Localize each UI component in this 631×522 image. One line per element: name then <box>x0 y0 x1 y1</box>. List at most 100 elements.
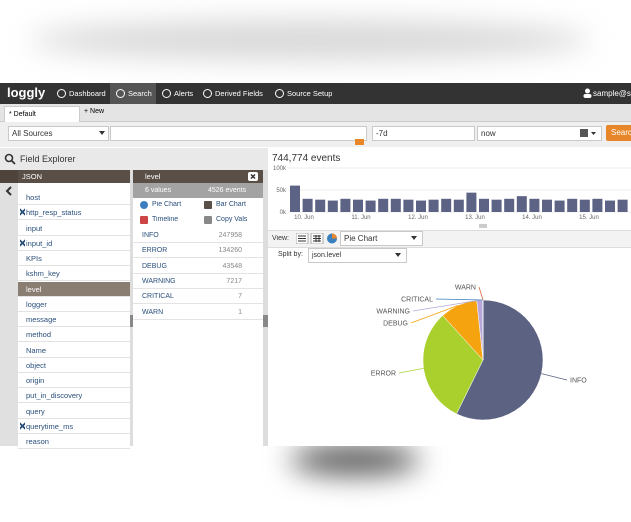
histogram-bar <box>516 196 527 212</box>
field-name[interactable]: input <box>26 223 43 233</box>
leader-line <box>435 298 484 301</box>
splitter <box>263 170 268 446</box>
value-name[interactable]: WARNING <box>142 277 176 285</box>
field-row[interactable] <box>18 373 130 388</box>
action-link[interactable]: Timeline <box>152 216 179 223</box>
collapse-strip <box>0 170 18 446</box>
histogram-bar <box>579 199 590 212</box>
field-row[interactable] <box>18 312 130 327</box>
field-row[interactable] <box>18 434 130 449</box>
user-menu[interactable]: sample@sa <box>593 89 631 98</box>
field-name[interactable]: querytime_ms <box>26 421 74 431</box>
value-name[interactable]: DEBUG <box>142 262 167 270</box>
field-name[interactable]: put_in_discovery <box>26 391 83 401</box>
remove-icon[interactable] <box>20 238 25 247</box>
close-button[interactable] <box>248 172 258 181</box>
nav-item[interactable]: Search <box>128 89 152 98</box>
field-row[interactable] <box>18 281 130 297</box>
action-link[interactable]: Pie Chart <box>152 201 182 208</box>
view-select[interactable]: Pie Chart <box>340 231 423 246</box>
leader-line <box>478 286 484 301</box>
dropdown-arrow <box>395 253 401 257</box>
search-button[interactable]: Search <box>606 125 631 141</box>
histogram-bar <box>327 200 338 212</box>
events-count: 4526 events <box>208 187 247 194</box>
source-select[interactable]: All Sources <box>8 126 109 141</box>
histogram-bar <box>416 200 426 212</box>
field-row[interactable] <box>18 357 130 373</box>
detail-summary <box>133 183 263 198</box>
value-row[interactable] <box>133 243 263 259</box>
action-link[interactable]: Copy Vals <box>216 216 248 223</box>
field-name[interactable]: reason <box>26 437 49 446</box>
field-row[interactable] <box>18 418 130 434</box>
query-icon <box>355 139 364 145</box>
field-row[interactable] <box>18 251 130 266</box>
histogram-bar <box>441 198 452 212</box>
field-row[interactable] <box>18 327 130 343</box>
nav-item[interactable]: Alerts <box>174 89 194 98</box>
value-name[interactable]: CRITICAL <box>142 293 174 301</box>
value-row[interactable] <box>133 274 263 289</box>
field-name[interactable]: KPIs <box>26 254 42 263</box>
field-row[interactable] <box>18 190 130 205</box>
field-row[interactable] <box>18 235 130 251</box>
pie-slice <box>456 299 544 421</box>
histogram-bar <box>378 198 389 212</box>
field-row[interactable] <box>18 296 130 312</box>
new-tab[interactable]: + New <box>84 108 105 115</box>
field-name[interactable]: level <box>26 284 42 294</box>
field-name[interactable]: method <box>26 330 52 340</box>
value-name[interactable]: INFO <box>142 232 159 239</box>
value-name[interactable]: ERROR <box>142 247 168 255</box>
splitter-handle <box>263 315 268 327</box>
split-select[interactable]: json.level <box>308 248 407 263</box>
tab[interactable]: * Default <box>4 106 80 122</box>
active-nav-bg <box>110 83 156 104</box>
field-name[interactable]: message <box>26 315 57 324</box>
pie-chart: INFO ERROR DEBUG WARNING CRITICAL WARN <box>371 285 587 421</box>
field-row[interactable] <box>18 220 130 236</box>
values-count: 6 values <box>145 187 172 194</box>
field-name[interactable]: input_id <box>26 238 53 248</box>
nav-item[interactable]: Dashboard <box>69 89 106 98</box>
value-row[interactable] <box>133 305 263 320</box>
field-row[interactable] <box>18 342 130 358</box>
nav-item[interactable]: Derived Fields <box>215 89 263 98</box>
view-icons[interactable] <box>296 233 338 244</box>
value-row[interactable] <box>133 289 263 305</box>
nav-icon <box>275 89 284 98</box>
query-input[interactable] <box>110 126 367 141</box>
field-row[interactable] <box>18 388 130 404</box>
nav-icon <box>203 89 212 98</box>
detail-header <box>133 170 263 183</box>
value-row[interactable] <box>133 259 263 274</box>
field-name[interactable]: host <box>26 193 41 202</box>
value-row[interactable] <box>133 228 263 243</box>
field-name[interactable]: logger <box>26 299 47 309</box>
value-count: 247958 <box>218 232 242 239</box>
logo[interactable]: loggly <box>7 85 46 100</box>
value-name[interactable]: WARN <box>142 308 164 316</box>
field-row[interactable] <box>18 403 130 419</box>
pie-label: INFO <box>570 378 587 385</box>
field-name[interactable]: kshm_key <box>26 269 60 279</box>
nav-item[interactable]: Source Setup <box>287 89 333 98</box>
field-name[interactable]: http_resp_status <box>26 208 82 218</box>
remove-icon[interactable] <box>20 208 25 217</box>
field-row[interactable] <box>18 205 130 221</box>
action-icon <box>204 216 212 224</box>
field-name[interactable]: object <box>26 360 47 370</box>
field-name[interactable]: query <box>26 406 45 416</box>
pie-label: CRITICAL <box>401 297 433 304</box>
remove-icon[interactable] <box>20 421 25 430</box>
time-to[interactable]: now <box>477 126 602 141</box>
action-link[interactable]: Bar Chart <box>216 201 246 208</box>
field-name[interactable]: origin <box>26 376 45 385</box>
time-from[interactable]: -7d <box>372 126 475 141</box>
collapse-arrow[interactable] <box>5 186 13 196</box>
field-row[interactable] <box>18 266 130 282</box>
json-root[interactable]: JSON <box>18 170 130 183</box>
json-icon <box>0 170 18 183</box>
field-name[interactable]: Name <box>26 345 47 355</box>
